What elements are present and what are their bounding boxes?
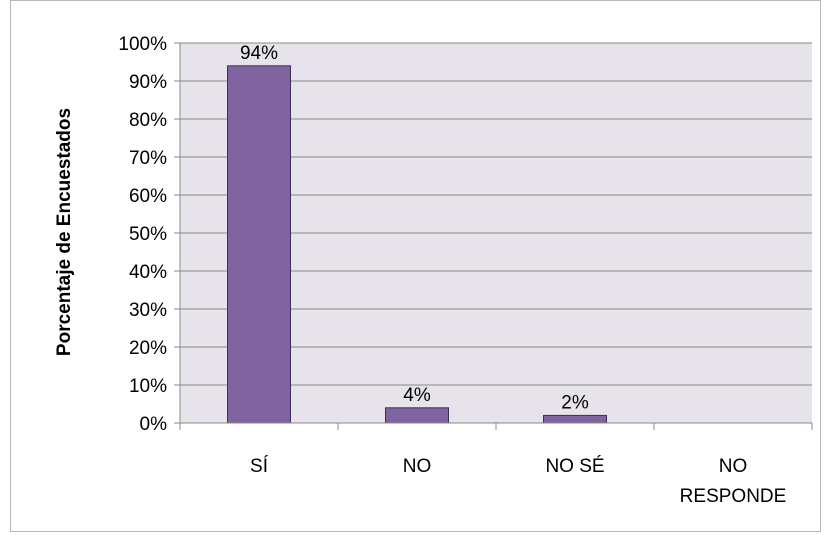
y-tick-label: 40% — [129, 262, 167, 283]
y-tick-label: 70% — [129, 148, 167, 169]
x-category-labels: SÍ NO NO SÉ NO RESPONDE — [250, 456, 786, 507]
y-tick-label: 30% — [129, 300, 167, 321]
bar — [385, 407, 449, 424]
y-tick-labels: 0% 10% 20% 30% 40% 50% 60% 70% 80% 90% 100% — [118, 34, 167, 435]
y-tick-label: 60% — [129, 186, 167, 207]
x-category-label: RESPONDE — [680, 486, 787, 507]
y-tick-label: 0% — [140, 414, 168, 435]
y-tick-label: 50% — [129, 224, 167, 245]
bar — [543, 414, 607, 424]
y-tick-label: 100% — [118, 34, 167, 55]
data-labels: 94% 4% 2% — [240, 43, 589, 414]
bar — [227, 65, 291, 424]
x-category-label: NO — [719, 456, 748, 477]
y-tick-label: 20% — [129, 338, 167, 359]
y-tick-label: 80% — [129, 110, 167, 131]
y-tick-label: 10% — [129, 376, 167, 397]
x-category-label: NO SÉ — [545, 456, 604, 477]
bars — [227, 65, 607, 424]
data-label: 94% — [240, 43, 278, 64]
y-axis-label: Porcentaje de Encuestados — [54, 108, 75, 356]
axes — [174, 42, 813, 430]
x-category-label: SÍ — [250, 456, 269, 477]
y-tick-label: 90% — [129, 72, 167, 93]
data-label: 2% — [561, 392, 589, 413]
data-label: 4% — [403, 385, 431, 406]
x-category-label: NO — [403, 456, 432, 477]
